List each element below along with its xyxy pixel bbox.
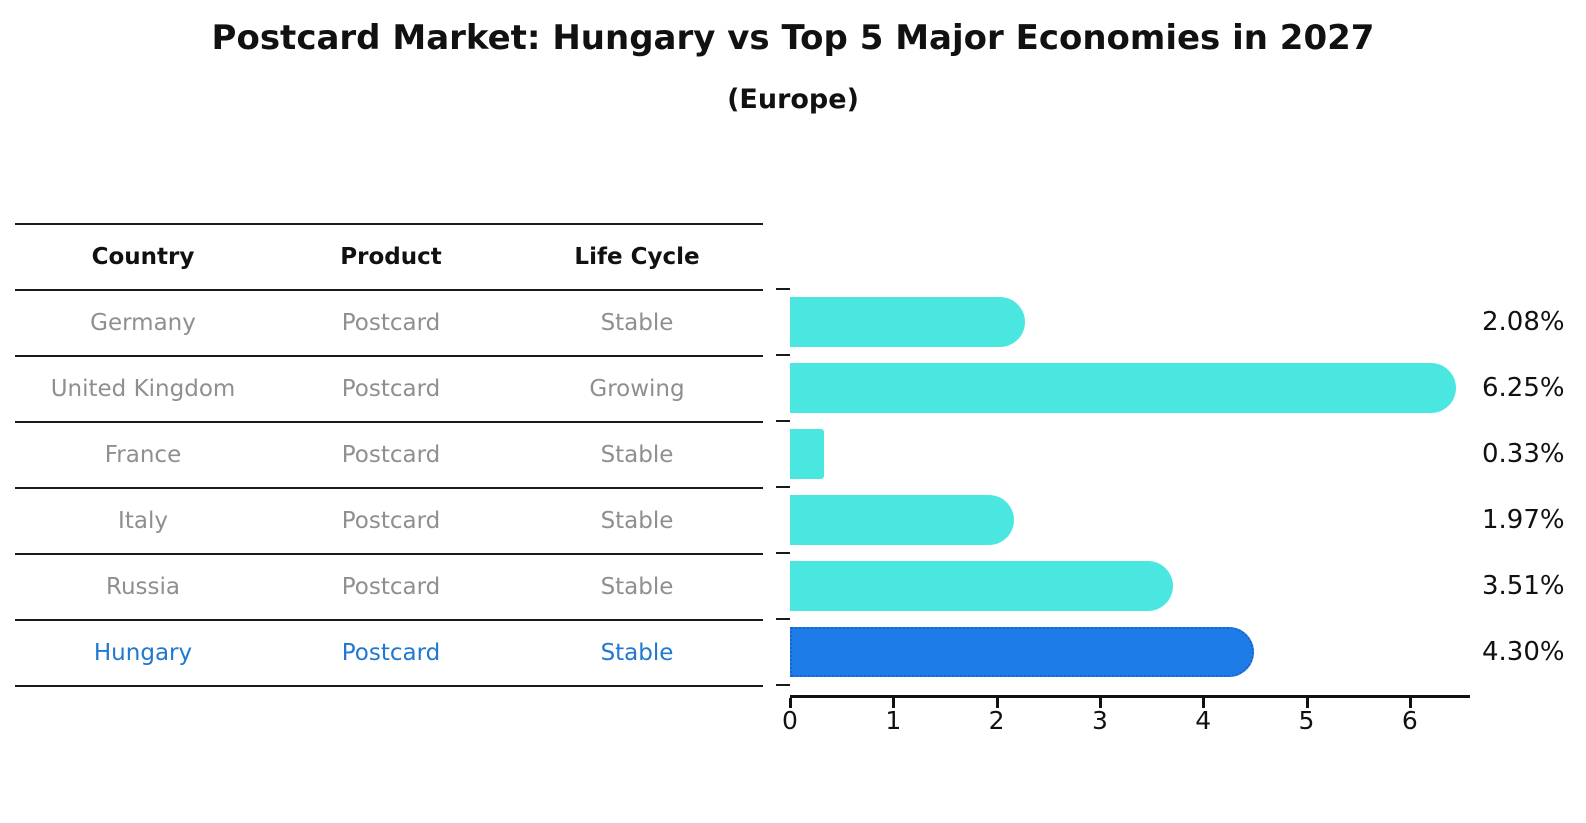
x-axis-tick — [1305, 698, 1309, 708]
x-axis-tick-label: 6 — [1401, 706, 1418, 735]
cell-country: Hungary — [93, 640, 193, 666]
table-body: Germany Postcard Stable United Kingdom Postc… — [15, 291, 763, 687]
x-axis-tick-label: 5 — [1298, 706, 1315, 735]
x-axis-tick-label: 4 — [1195, 706, 1212, 735]
x-axis-tick — [892, 698, 896, 708]
table-row: Russia Postcard Stable — [15, 555, 763, 621]
cell-lifecycle: Stable — [600, 310, 674, 336]
bar-france — [790, 429, 824, 479]
cell-product: Postcard — [341, 310, 441, 336]
cell-country: Russia — [106, 574, 180, 600]
cell-lifecycle: Stable — [600, 574, 674, 600]
country-table: Country Product Life Cycle Germany Postca… — [15, 223, 763, 687]
cell-product: Postcard — [341, 640, 441, 666]
bar-russia — [790, 561, 1173, 611]
table-row: France Postcard Stable — [15, 423, 763, 489]
chart-title: Postcard Market: Hungary vs Top 5 Major … — [211, 18, 1375, 58]
cell-country: United Kingdom — [50, 376, 236, 402]
y-axis-tick — [776, 552, 790, 554]
table-row: Germany Postcard Stable — [15, 291, 763, 357]
bar-italy — [790, 495, 1014, 545]
value-label: 1.97% — [1482, 505, 1565, 535]
value-label: 4.30% — [1482, 637, 1565, 667]
cell-product: Postcard — [341, 574, 441, 600]
table-header-lifecycle: Life Cycle — [574, 244, 700, 270]
x-axis-tick — [1202, 698, 1206, 708]
cell-product: Postcard — [341, 508, 441, 534]
cell-product: Postcard — [341, 442, 441, 468]
cell-lifecycle: Stable — [600, 508, 674, 534]
chart-subtitle: (Europe) — [727, 84, 859, 115]
x-axis-tick — [789, 698, 792, 708]
cell-country: Germany — [90, 310, 196, 336]
cell-country: Italy — [118, 508, 168, 534]
table-header-product: Product — [340, 244, 442, 270]
y-axis-tick — [776, 684, 790, 686]
cell-lifecycle: Stable — [600, 640, 674, 666]
y-axis-tick — [776, 354, 790, 356]
x-axis-tick — [995, 698, 999, 708]
x-axis-tick-label: 3 — [1091, 706, 1108, 735]
table-row: Italy Postcard Stable — [15, 489, 763, 555]
table-row: Hungary Postcard Stable — [15, 621, 763, 687]
table-header-row: Country Product Life Cycle — [15, 223, 763, 291]
value-label: 3.51% — [1482, 571, 1565, 601]
value-label: 6.25% — [1482, 373, 1565, 403]
x-axis-tick-label: 1 — [885, 706, 902, 735]
x-axis-tick — [1408, 698, 1412, 708]
x-axis-tick-label: 2 — [988, 706, 1005, 735]
y-axis-tick — [776, 420, 790, 422]
cell-product: Postcard — [341, 376, 441, 402]
x-axis-tick-label: 0 — [782, 706, 798, 735]
bar-hungary — [790, 627, 1254, 677]
cell-lifecycle: Growing — [589, 376, 685, 402]
bar-united-kingdom — [790, 363, 1456, 413]
y-axis-tick — [776, 288, 790, 290]
y-axis-tick — [776, 486, 790, 488]
value-label: 2.08% — [1482, 307, 1565, 337]
value-label: 0.33% — [1482, 439, 1565, 469]
cell-lifecycle: Stable — [600, 442, 674, 468]
y-axis-tick — [776, 618, 790, 620]
bar-germany — [790, 297, 1025, 347]
cell-country: France — [104, 442, 182, 468]
table-header-country: Country — [91, 244, 195, 270]
x-axis-tick — [1098, 698, 1102, 708]
table-row: United Kingdom Postcard Growing — [15, 357, 763, 423]
x-axis-line — [790, 695, 1470, 698]
